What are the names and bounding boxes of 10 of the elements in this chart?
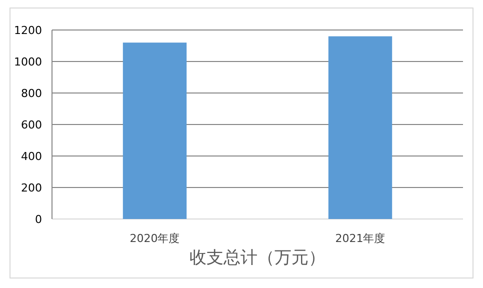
y-tick-label: 600 [21,118,42,132]
y-tick-label: 800 [21,86,42,100]
y-tick-label: 400 [21,150,42,163]
y-tick-label: 200 [21,181,42,194]
text: 收支总计（万元） [190,248,326,268]
x-tick-label: 2021年度 [335,232,386,245]
x-tick-label: 2020年度 [130,232,180,245]
y-tick-label: 1200 [14,24,42,37]
y-tick-label: 1000 [14,55,42,68]
y-tick-label: 0 [35,212,42,226]
